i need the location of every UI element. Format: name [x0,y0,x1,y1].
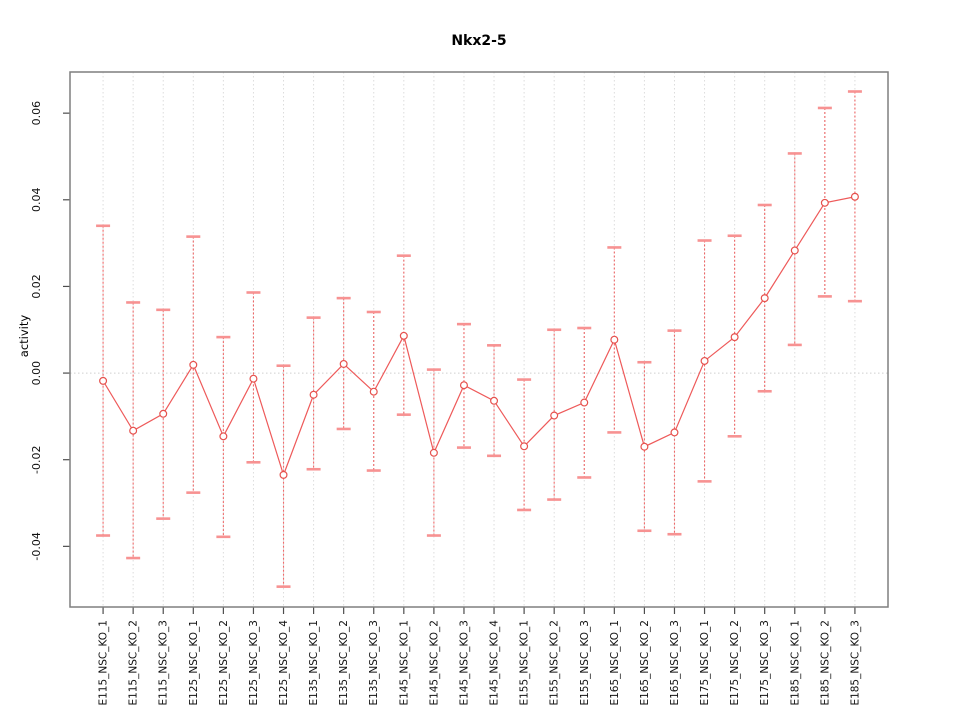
x-tick-label: E115_NSC_KO_3 [158,620,170,706]
x-tick-label: E145_NSC_KO_3 [458,620,470,706]
data-point-marker [550,411,559,420]
chart-title: Nkx2-5 [451,33,507,49]
y-tick-label: -0.02 [30,445,43,473]
data-point-marker [99,376,108,385]
data-point-marker [399,331,408,340]
x-tick-label: E175_NSC_KO_2 [729,620,741,706]
x-tick-label: E125_NSC_KO_2 [218,620,230,706]
x-tick-label: E155_NSC_KO_3 [579,620,591,706]
data-point-marker [670,428,679,437]
x-tick-label: E175_NSC_KO_1 [699,620,711,706]
data-point-marker [790,246,799,255]
x-tick-label: E125_NSC_KO_3 [248,620,260,706]
x-tick-label: E155_NSC_KO_1 [519,620,531,706]
data-point-marker [760,294,769,303]
x-tick-label: E145_NSC_KO_4 [489,620,501,706]
data-point-marker [520,442,529,451]
series-line [102,196,856,477]
y-tick-label: 0.04 [30,188,43,213]
data-point-marker [159,409,168,418]
x-tick-label: E185_NSC_KO_1 [789,620,801,706]
x-tick-label: E155_NSC_KO_2 [549,620,561,706]
x-tick-label: E185_NSC_KO_3 [849,620,861,706]
data-point-marker [730,333,739,342]
y-tick-label: 0.06 [30,101,43,126]
data-point-marker [850,192,859,201]
data-point-marker [369,387,378,396]
y-tick-label: -0.04 [30,532,43,560]
data-point-marker [429,448,438,457]
x-tick-label: E165_NSC_KO_3 [669,620,681,706]
data-point-marker [820,198,829,207]
data-point-marker [580,398,589,407]
plot-frame [69,71,889,608]
x-tick-label: E175_NSC_KO_3 [759,620,771,706]
x-tick-label: E145_NSC_KO_2 [428,620,440,706]
data-point-marker [610,335,619,344]
x-tick-label: E165_NSC_KO_1 [609,620,621,706]
x-tick-label: E135_NSC_KO_2 [338,620,350,706]
x-tick-label: E135_NSC_KO_3 [368,620,380,706]
data-point-marker [459,381,468,390]
data-point-marker [700,356,709,365]
data-point-marker [219,432,228,441]
y-tick-label: 0.00 [30,361,43,386]
x-tick-label: E145_NSC_KO_1 [398,620,410,706]
data-point-marker [339,359,348,368]
data-point-marker [640,442,649,451]
x-tick-label: E115_NSC_KO_1 [98,620,110,706]
x-tick-label: E185_NSC_KO_2 [819,620,831,706]
x-tick-label: E135_NSC_KO_1 [308,620,320,706]
data-point-marker [129,426,138,435]
x-tick-label: E125_NSC_KO_1 [188,620,200,706]
y-tick-label: 0.02 [30,274,43,299]
data-point-marker [279,470,288,479]
data-point-marker [189,360,198,369]
data-point-marker [249,374,258,383]
x-tick-label: E165_NSC_KO_2 [639,620,651,706]
x-tick-label: E125_NSC_KO_4 [278,620,290,706]
data-point-marker [309,390,318,399]
data-point-marker [490,396,499,405]
x-tick-label: E115_NSC_KO_2 [128,620,140,706]
